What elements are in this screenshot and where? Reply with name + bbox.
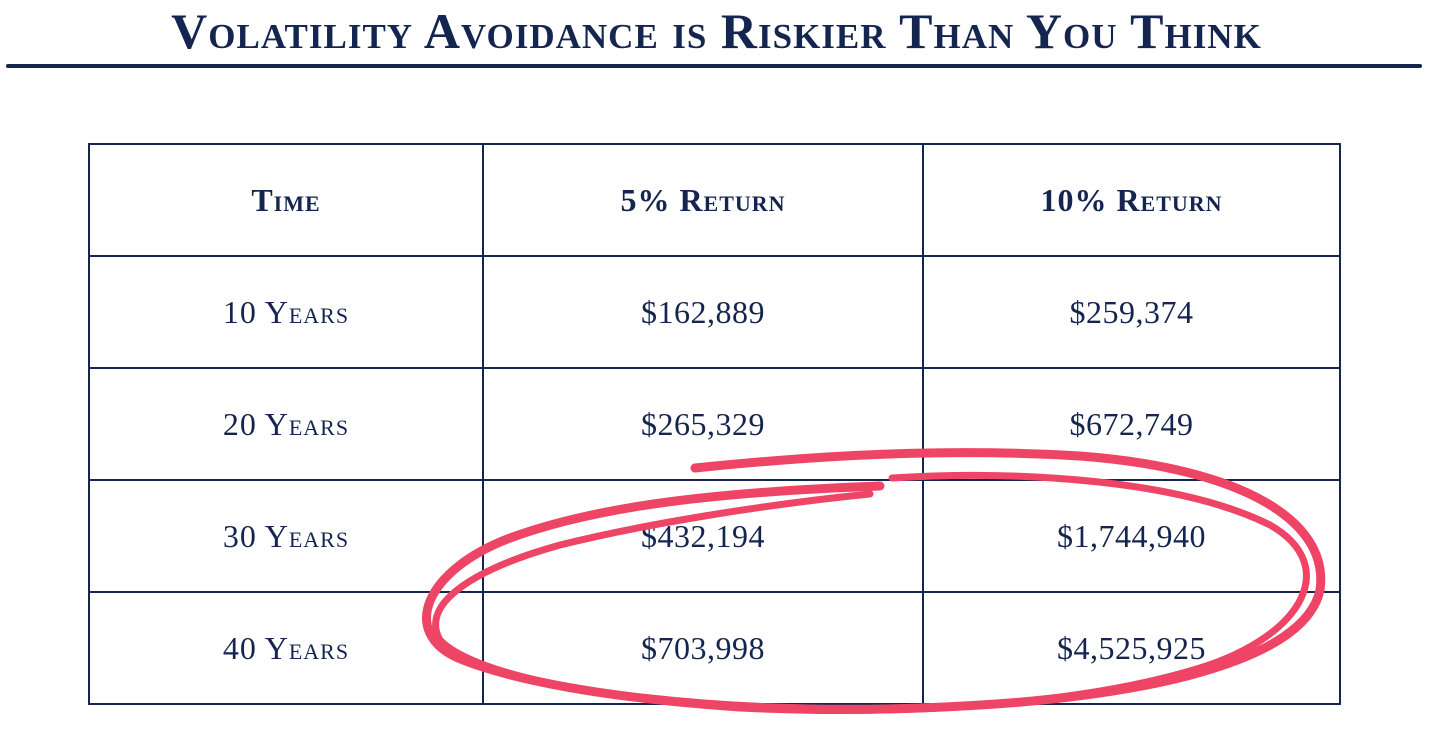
column-header-5-percent-return: 5% Return (482, 143, 924, 257)
row-time-cell: 20 Years (88, 367, 484, 481)
page-title: Volatility Avoidance is Riskier Than You… (171, 3, 1262, 59)
table-row: 30 Years $432,194 $1,744,940 (88, 479, 1341, 593)
row-time-cell: 40 Years (88, 591, 484, 705)
table-row: 20 Years $265,329 $672,749 (88, 367, 1341, 481)
row-time-cell: 10 Years (88, 255, 484, 369)
table-row: 40 Years $703,998 $4,525,925 (88, 591, 1341, 705)
row-10-percent-value: $672,749 (922, 367, 1341, 481)
row-time-cell: 30 Years (88, 479, 484, 593)
row-5-percent-value: $432,194 (482, 479, 924, 593)
row-10-percent-value: $4,525,925 (922, 591, 1341, 705)
row-10-percent-value: $1,744,940 (922, 479, 1341, 593)
row-5-percent-value: $265,329 (482, 367, 924, 481)
row-10-percent-value: $259,374 (922, 255, 1341, 369)
column-header-10-percent-return: 10% Return (922, 143, 1341, 257)
row-5-percent-value: $703,998 (482, 591, 924, 705)
table-row: 10 Years $162,889 $259,374 (88, 255, 1341, 369)
column-header-time: Time (88, 143, 484, 257)
row-5-percent-value: $162,889 (482, 255, 924, 369)
table-header-row: Time 5% Return 10% Return (88, 143, 1341, 257)
returns-table: Time 5% Return 10% Return 10 Years $162,… (88, 143, 1341, 705)
title-underline (6, 64, 1422, 68)
